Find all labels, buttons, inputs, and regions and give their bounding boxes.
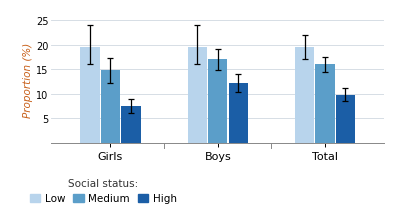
Y-axis label: Proportion (%): Proportion (%) xyxy=(23,42,33,117)
Bar xyxy=(101,71,120,143)
Legend: Low, Medium, High: Low, Medium, High xyxy=(30,178,177,203)
Bar xyxy=(316,65,335,143)
Bar xyxy=(121,106,141,143)
Bar xyxy=(228,84,248,143)
Bar xyxy=(208,60,227,143)
Bar xyxy=(80,48,100,143)
Bar xyxy=(295,48,314,143)
Bar xyxy=(188,48,207,143)
Bar xyxy=(336,95,355,143)
